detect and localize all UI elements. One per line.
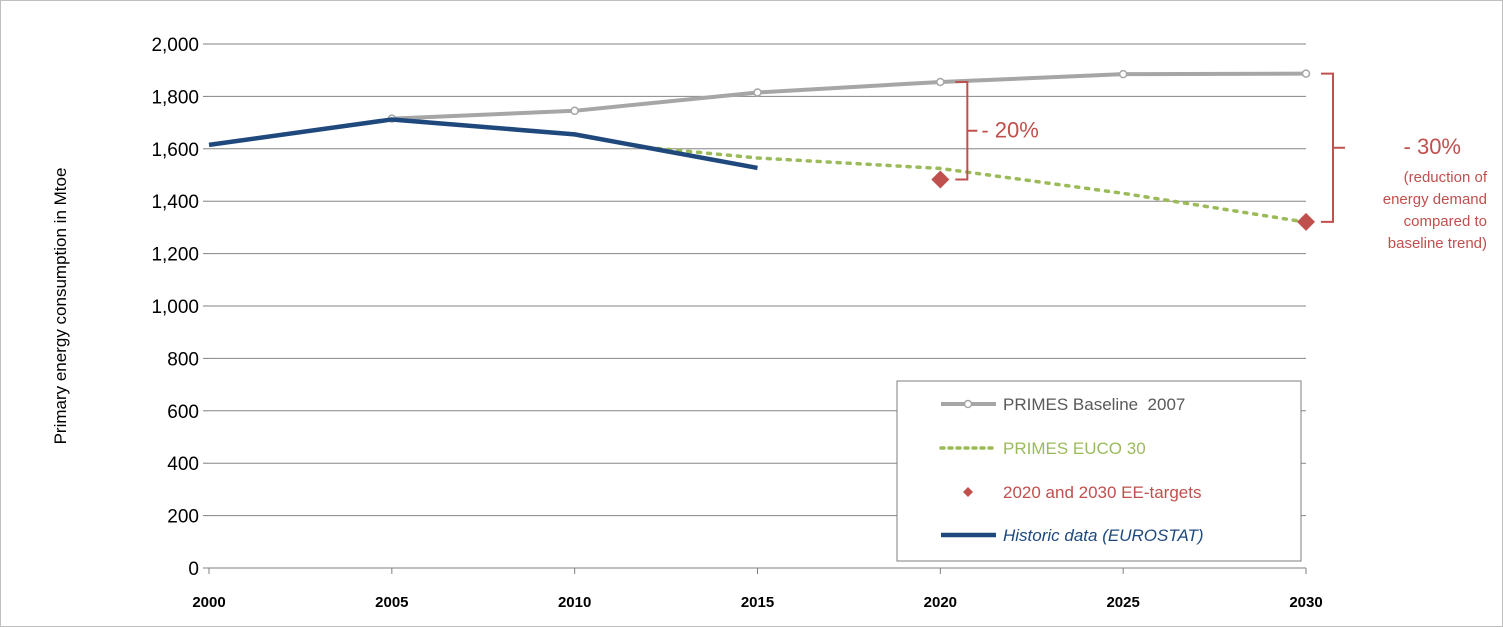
baseline-point-2020 bbox=[936, 77, 945, 87]
annotation-30-note-2: compared to bbox=[1404, 213, 1487, 230]
x-tick-label-2000: 2000 bbox=[192, 594, 225, 611]
y-tick-label-1800: 1,800 bbox=[151, 87, 199, 108]
y-tick-label-2000: 2,000 bbox=[151, 35, 199, 56]
legend-label-targets: 2020 and 2030 EE-targets bbox=[1003, 483, 1201, 502]
annotation-30-label: - 30% bbox=[1404, 134, 1461, 159]
legend-label-baseline: PRIMES Baseline 2007 bbox=[1003, 395, 1185, 414]
series-line-euco bbox=[646, 145, 1308, 224]
annotation-30-note-3: baseline trend) bbox=[1388, 235, 1487, 252]
y-axis-ticks: 0 200 400 600 800 1,000 1,200 1,400 1,600 1,800 2,… bbox=[151, 35, 209, 580]
legend-label-euco: PRIMES EUCO 30 bbox=[1003, 439, 1146, 458]
y-tick-label-1600: 1,600 bbox=[151, 140, 199, 161]
baseline-point-2030 bbox=[1301, 69, 1311, 78]
y-tick-label-0: 0 bbox=[188, 559, 199, 580]
legend-swatch-targets bbox=[963, 487, 973, 497]
bracket-20 bbox=[955, 80, 978, 181]
annotation-30-note-1: energy demand bbox=[1383, 191, 1487, 208]
y-tick-label-400: 400 bbox=[167, 454, 199, 475]
y-tick-label-1400: 1,400 bbox=[151, 192, 199, 213]
annotation-30-note-0: (reduction of bbox=[1404, 169, 1488, 186]
y-tick-label-800: 800 bbox=[167, 349, 199, 370]
x-tick-label-2020: 2020 bbox=[924, 594, 957, 611]
x-tick-label-2025: 2025 bbox=[1106, 594, 1139, 611]
x-tick-label-2030: 2030 bbox=[1289, 594, 1322, 611]
x-tick-label-2010: 2010 bbox=[558, 594, 591, 611]
annotations: - 20% - 30% (reduction of energy demand comp… bbox=[955, 72, 1488, 252]
series-line-baseline bbox=[391, 71, 1307, 121]
baseline-point-2025 bbox=[1118, 69, 1128, 79]
legend: PRIMES Baseline 2007 PRIMES EUCO 30 2020… bbox=[896, 380, 1302, 562]
series-line-historic bbox=[208, 117, 758, 171]
target-diamond-2030 bbox=[1297, 212, 1315, 231]
target-diamond-2020 bbox=[931, 170, 950, 189]
y-tick-label-1000: 1,000 bbox=[151, 297, 199, 318]
x-tick-label-2005: 2005 bbox=[375, 594, 408, 611]
bracket-30 bbox=[1321, 72, 1345, 223]
baseline-point-2010 bbox=[570, 106, 579, 116]
x-axis-ticks: 2000 2005 2010 2015 2020 2025 2030 bbox=[192, 568, 1323, 611]
y-axis-label: Primary energy consumption in Mtoe bbox=[51, 168, 70, 445]
y-tick-label-600: 600 bbox=[167, 402, 199, 423]
series-group bbox=[208, 69, 1315, 231]
y-tick-label-1200: 1,200 bbox=[151, 245, 199, 266]
x-tick-label-2015: 2015 bbox=[741, 594, 774, 611]
annotation-20-label: - 20% bbox=[981, 118, 1038, 143]
y-tick-label-200: 200 bbox=[167, 507, 199, 528]
baseline-point-2015 bbox=[753, 88, 762, 97]
legend-label-historic: Historic data (EUROSTAT) bbox=[1003, 526, 1204, 545]
legend-swatch-baseline-marker bbox=[963, 399, 973, 409]
legend-box bbox=[896, 380, 1302, 562]
